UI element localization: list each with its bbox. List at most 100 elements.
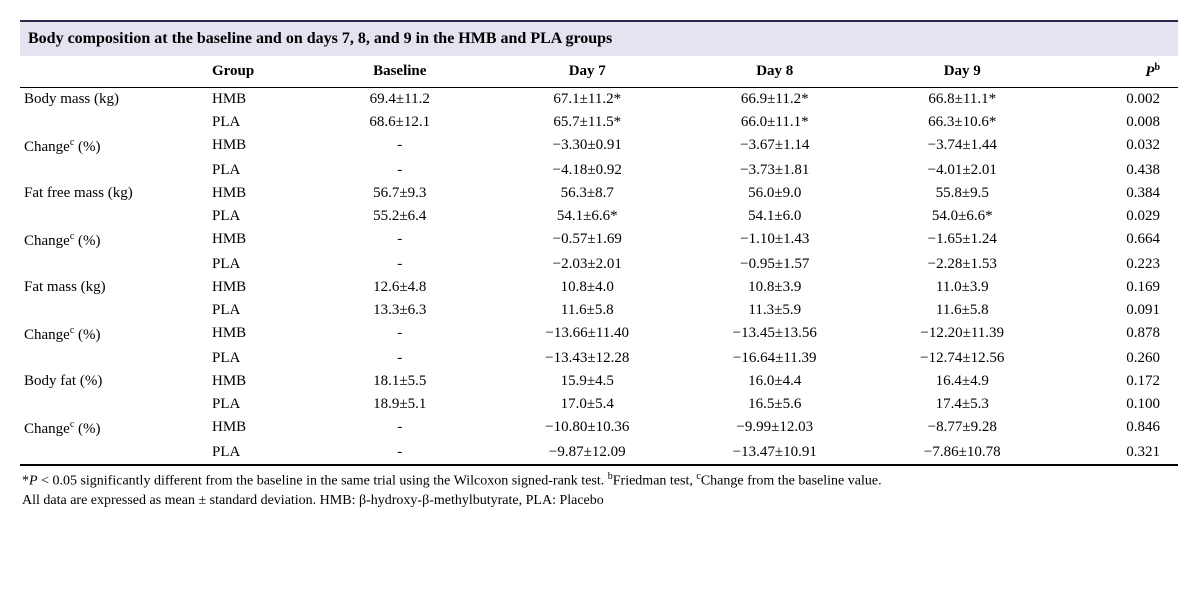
table-row: PLA-−4.18±0.92−3.73±1.81−4.01±2.010.438: [20, 159, 1178, 182]
cell-value: 56.7±9.3: [306, 182, 494, 205]
table-row: Changec (%)HMB-−0.57±1.69−1.10±1.43−1.65…: [20, 228, 1178, 253]
cell-pvalue: 0.846: [1056, 416, 1178, 441]
cell-measure: Changec (%): [20, 322, 208, 347]
cell-value: −2.28±1.53: [869, 253, 1057, 276]
cell-group: PLA: [208, 347, 306, 370]
cell-value: 10.8±3.9: [681, 276, 869, 299]
cell-group: PLA: [208, 393, 306, 416]
cell-group: HMB: [208, 276, 306, 299]
cell-group: HMB: [208, 370, 306, 393]
cell-value: -: [306, 253, 494, 276]
cell-measure: Body fat (%): [20, 370, 208, 393]
col-day9: Day 9: [869, 56, 1057, 88]
table-body: Body mass (kg)HMB69.4±11.267.1±11.2*66.9…: [20, 88, 1178, 465]
cell-value: −1.10±1.43: [681, 228, 869, 253]
cell-value: 10.8±4.0: [494, 276, 682, 299]
table-title: Body composition at the baseline and on …: [20, 22, 1178, 56]
footnote-p-ital: P: [29, 474, 38, 489]
cell-value: 18.9±5.1: [306, 393, 494, 416]
cell-value: 18.1±5.5: [306, 370, 494, 393]
cell-value: −13.43±12.28: [494, 347, 682, 370]
cell-measure: [20, 205, 208, 228]
cell-measure: Changec (%): [20, 228, 208, 253]
cell-value: 66.9±11.2*: [681, 88, 869, 112]
table-row: PLA-−13.43±12.28−16.64±11.39−12.74±12.56…: [20, 347, 1178, 370]
col-day7: Day 7: [494, 56, 682, 88]
cell-value: −16.64±11.39: [681, 347, 869, 370]
cell-value: −2.03±2.01: [494, 253, 682, 276]
cell-value: 65.7±11.5*: [494, 111, 682, 134]
cell-pvalue: 0.169: [1056, 276, 1178, 299]
cell-value: 13.3±6.3: [306, 299, 494, 322]
cell-value: −3.30±0.91: [494, 134, 682, 159]
table-row: PLA-−2.03±2.01−0.95±1.57−2.28±1.530.223: [20, 253, 1178, 276]
cell-group: PLA: [208, 441, 306, 465]
cell-value: 16.0±4.4: [681, 370, 869, 393]
cell-value: 56.3±8.7: [494, 182, 682, 205]
cell-value: -: [306, 322, 494, 347]
cell-value: −13.45±13.56: [681, 322, 869, 347]
cell-value: 11.0±3.9: [869, 276, 1057, 299]
cell-value: -: [306, 159, 494, 182]
cell-value: -: [306, 134, 494, 159]
table-row: Body mass (kg)HMB69.4±11.267.1±11.2*66.9…: [20, 88, 1178, 112]
cell-value: −0.95±1.57: [681, 253, 869, 276]
cell-pvalue: 0.008: [1056, 111, 1178, 134]
cell-pvalue: 0.223: [1056, 253, 1178, 276]
table-container: Body composition at the baseline and on …: [20, 20, 1178, 466]
cell-group: HMB: [208, 134, 306, 159]
cell-value: 68.6±12.1: [306, 111, 494, 134]
cell-measure: Changec (%): [20, 134, 208, 159]
cell-value: −12.74±12.56: [869, 347, 1057, 370]
p-sup: b: [1154, 62, 1160, 73]
table-row: PLA18.9±5.117.0±5.416.5±5.617.4±5.30.100: [20, 393, 1178, 416]
cell-pvalue: 0.002: [1056, 88, 1178, 112]
cell-pvalue: 0.091: [1056, 299, 1178, 322]
cell-value: −4.01±2.01: [869, 159, 1057, 182]
cell-measure: [20, 393, 208, 416]
footnote-asterisk: *: [22, 474, 29, 489]
table-row: PLA-−9.87±12.09−13.47±10.91−7.86±10.780.…: [20, 441, 1178, 465]
cell-value: 15.9±4.5: [494, 370, 682, 393]
cell-value: −3.67±1.14: [681, 134, 869, 159]
cell-measure: [20, 111, 208, 134]
col-p: Pb: [1056, 56, 1178, 88]
footnote-line2: All data are expressed as mean ± standar…: [22, 493, 604, 508]
cell-value: 12.6±4.8: [306, 276, 494, 299]
cell-value: 67.1±11.2*: [494, 88, 682, 112]
cell-pvalue: 0.260: [1056, 347, 1178, 370]
col-group: Group: [208, 56, 306, 88]
col-day8: Day 8: [681, 56, 869, 88]
cell-value: −3.74±1.44: [869, 134, 1057, 159]
footnote-c-text: Change from the baseline value.: [701, 474, 882, 489]
col-baseline: Baseline: [306, 56, 494, 88]
cell-group: HMB: [208, 322, 306, 347]
cell-group: PLA: [208, 111, 306, 134]
cell-group: HMB: [208, 88, 306, 112]
cell-value: −13.66±11.40: [494, 322, 682, 347]
cell-value: 66.0±11.1*: [681, 111, 869, 134]
cell-value: −1.65±1.24: [869, 228, 1057, 253]
cell-group: HMB: [208, 416, 306, 441]
cell-value: -: [306, 228, 494, 253]
table-row: Changec (%)HMB-−3.30±0.91−3.67±1.14−3.74…: [20, 134, 1178, 159]
cell-pvalue: 0.321: [1056, 441, 1178, 465]
cell-value: 17.0±5.4: [494, 393, 682, 416]
cell-measure: Fat free mass (kg): [20, 182, 208, 205]
cell-pvalue: 0.172: [1056, 370, 1178, 393]
cell-value: 66.8±11.1*: [869, 88, 1057, 112]
cell-measure: Fat mass (kg): [20, 276, 208, 299]
cell-value: 54.0±6.6*: [869, 205, 1057, 228]
cell-value: 54.1±6.6*: [494, 205, 682, 228]
cell-value: −9.99±12.03: [681, 416, 869, 441]
footnote-post: < 0.05 significantly different from the …: [38, 474, 608, 489]
cell-value: −10.80±10.36: [494, 416, 682, 441]
cell-value: −9.87±12.09: [494, 441, 682, 465]
table-row: Body fat (%)HMB18.1±5.515.9±4.516.0±4.41…: [20, 370, 1178, 393]
cell-group: HMB: [208, 228, 306, 253]
cell-value: 55.2±6.4: [306, 205, 494, 228]
cell-group: PLA: [208, 253, 306, 276]
cell-value: 11.6±5.8: [494, 299, 682, 322]
cell-measure: [20, 441, 208, 465]
cell-value: 16.4±4.9: [869, 370, 1057, 393]
